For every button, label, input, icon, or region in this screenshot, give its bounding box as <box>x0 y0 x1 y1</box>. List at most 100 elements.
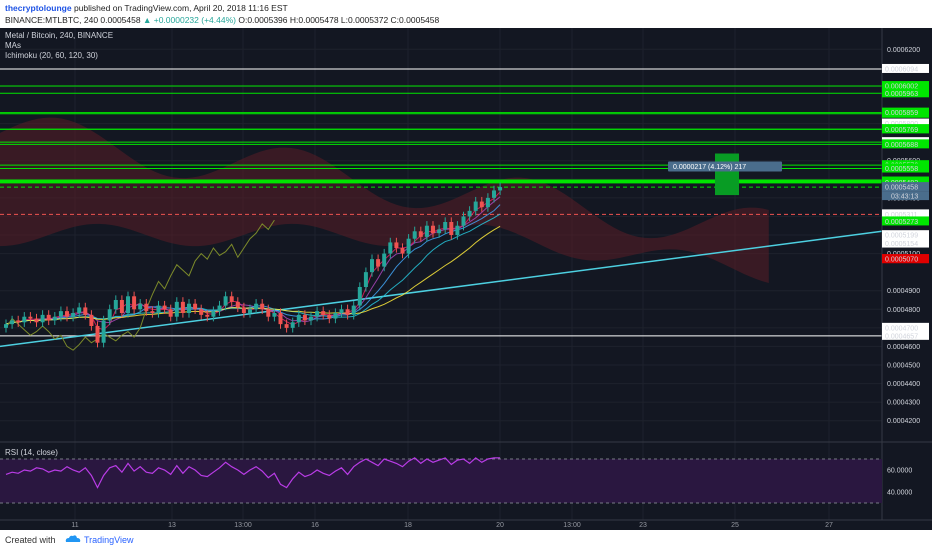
candle-body <box>485 197 490 208</box>
price-label: 0.0005458 <box>885 185 918 192</box>
price-label-bg <box>882 63 929 73</box>
candle-body <box>376 259 381 267</box>
indicator-mas[interactable]: MAs <box>5 41 21 50</box>
price-label: 0.0006094 <box>885 66 918 73</box>
candle-body <box>455 225 460 235</box>
candle-body <box>284 324 289 328</box>
lagging-span <box>5 219 275 351</box>
ma-5-line <box>5 196 501 325</box>
measure-label-bg <box>668 161 782 172</box>
candle-body <box>101 320 106 343</box>
created-with-text: Created with <box>5 535 56 545</box>
candle-body <box>498 187 503 191</box>
footer: Created with TradingView <box>0 530 932 550</box>
candle-body <box>65 311 69 317</box>
x-tick-label: 20 <box>496 522 504 529</box>
candle-body <box>199 309 204 315</box>
symbol-info: BINANCE:MTLBTC, 240 0.0005458 <box>5 15 141 25</box>
candle-body <box>193 303 198 310</box>
candle-body <box>113 300 118 310</box>
candle-body <box>370 259 374 273</box>
price-label: 0.0004700 <box>885 325 918 332</box>
candle-body <box>278 313 283 325</box>
candle-body <box>95 326 100 343</box>
price-label-bg <box>882 322 929 332</box>
price-label-bg <box>882 88 929 98</box>
candle-body <box>345 309 350 315</box>
candle-body <box>211 311 216 317</box>
author-link[interactable]: thecryptolounge <box>5 3 72 13</box>
published-text: published on TradingView.com, April 20, … <box>73 3 288 13</box>
candle-body <box>107 309 112 321</box>
candle-body <box>394 242 399 248</box>
candle-body <box>217 305 222 312</box>
y-tick-label: 0.0004200 <box>887 418 920 425</box>
publication-header: thecryptolounge published on TradingView… <box>0 0 932 28</box>
price-label-bg <box>882 230 929 240</box>
candle-body <box>144 303 149 312</box>
candle-body <box>28 316 33 319</box>
rsi-title[interactable]: RSI (14, close) <box>5 448 58 457</box>
candle-body <box>412 231 417 239</box>
candle-body <box>248 309 252 313</box>
candle-body <box>40 314 45 323</box>
price-label: 0.0006002 <box>885 84 918 91</box>
candle-body <box>132 296 137 310</box>
candle-body <box>473 201 478 211</box>
price-axis[interactable] <box>882 28 932 530</box>
countdown-label: 03:43:13 <box>891 194 918 201</box>
candle-body <box>241 307 246 313</box>
candle-body <box>4 324 8 328</box>
x-tick-label: 25 <box>731 522 739 529</box>
time-axis[interactable]: 11 13 13:00 16 18 20 13:00 23 25 27 <box>71 522 833 529</box>
ohlc-values: O:0.0005396 H:0.0005478 L:0.0005372 C:0.… <box>238 15 440 25</box>
price-label: 0.0005859 <box>885 110 918 117</box>
y-tick-label: 0.0004500 <box>887 363 920 370</box>
candle-body <box>260 303 265 310</box>
candle-body <box>296 314 301 323</box>
candle-body <box>272 313 277 317</box>
rsi-tick-label: 60.0000 <box>887 468 912 475</box>
symbol-line: BINANCE:MTLBTC, 240 0.0005458 ▲ +0.00002… <box>5 14 439 26</box>
candle-body <box>180 301 185 313</box>
candle-body <box>119 300 124 313</box>
y-tick-label: 0.0004600 <box>887 344 920 351</box>
candle-body <box>315 311 320 317</box>
rsi-pane: 60.0000 40.0000 <box>0 457 912 504</box>
price-label: 0.0005769 <box>885 127 918 134</box>
ma-8-line <box>5 204 501 325</box>
cloud-area <box>0 117 769 283</box>
price-change: ▲ +0.0000232 (+4.44%) <box>142 15 236 25</box>
candle-body <box>357 287 362 306</box>
candle-body <box>52 316 57 321</box>
tradingview-logo-icon[interactable] <box>64 533 82 547</box>
tradingview-brand[interactable]: TradingView <box>84 535 134 545</box>
price-label: 0.0004657 <box>885 333 918 340</box>
candle-body <box>229 296 234 302</box>
price-label-bg <box>882 182 929 192</box>
indicator-ichimoku[interactable]: Ichimoku (20, 60, 120, 30) <box>5 51 98 60</box>
candle-body <box>174 301 179 317</box>
price-label: 0.0005199 <box>885 233 918 240</box>
x-tick-label: 13:00 <box>234 522 252 529</box>
candle-body <box>461 216 466 226</box>
measure-tool: 0.0000217 (4.12%) 217 <box>668 153 782 196</box>
price-chart[interactable]: 0.0000217 (4.12%) 217 0.00062000.0006000… <box>0 28 932 530</box>
candle-body <box>34 318 39 323</box>
measure-label: 0.0000217 (4.12%) 217 <box>673 164 746 171</box>
price-label-bg <box>882 81 929 91</box>
candle-body <box>168 309 173 317</box>
candle-body <box>126 296 130 313</box>
price-label: 0.0005154 <box>885 241 918 248</box>
chart-title: Metal / Bitcoin, 240, BINANCE <box>5 31 113 40</box>
x-tick-label: 16 <box>311 522 319 529</box>
candle-body <box>431 225 435 234</box>
x-tick-label: 11 <box>71 522 78 529</box>
candle-body <box>351 305 356 315</box>
candle-body <box>443 222 448 230</box>
candle-body <box>205 314 210 317</box>
price-label-bg <box>882 139 929 149</box>
candle-body <box>58 311 63 317</box>
candle-body <box>223 296 228 306</box>
price-label: 0.0005273 <box>885 219 918 226</box>
